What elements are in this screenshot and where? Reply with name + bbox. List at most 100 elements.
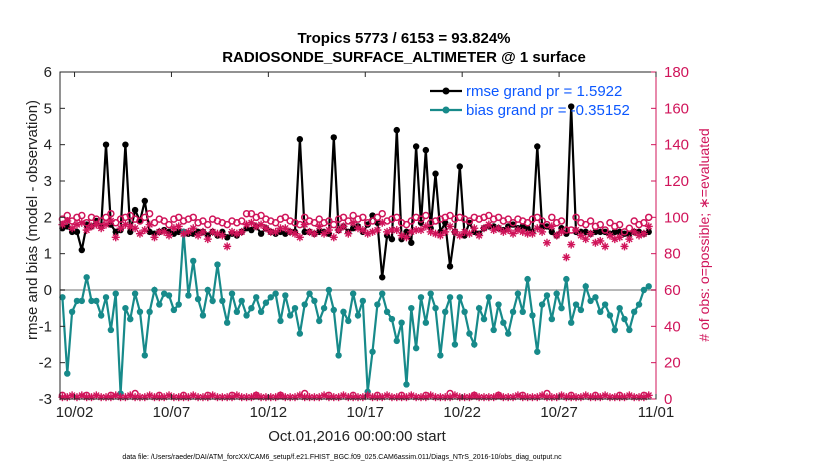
obs-possible-marker: [630, 217, 638, 225]
rmse-point: [388, 235, 396, 243]
rmse-point: [330, 134, 337, 141]
rmse-point: [141, 197, 148, 205]
legend-swatch-dot: [442, 87, 450, 95]
obs-possible-marker: [538, 217, 546, 225]
bias-point: [417, 294, 425, 301]
obs-evaluated-marker: [131, 224, 140, 233]
obs-possible-marker: [509, 219, 517, 227]
obs-evaluated-marker: [111, 233, 120, 242]
obs-evaluated-marker: [557, 227, 566, 236]
obs-evaluated-marker: [358, 226, 367, 235]
obs-possible-marker: [141, 213, 149, 222]
rmse-point: [364, 221, 371, 228]
bias-point: [325, 286, 333, 294]
obs-evaluated-marker: [465, 229, 474, 238]
x-tick-label: 10/22: [443, 404, 481, 421]
bias-point: [136, 308, 144, 315]
obs-evaluated-marker: [271, 227, 280, 236]
bias-point: [248, 304, 255, 312]
bias-point: [461, 308, 468, 315]
chart-title-line1: Tropics 5773 / 6153 = 93.824%: [297, 30, 510, 47]
obs-possible-marker: [126, 211, 135, 220]
obs-evaluated-marker: [470, 224, 479, 233]
rmse-point: [446, 263, 454, 270]
bias-point: [209, 297, 216, 305]
rmse-point: [519, 223, 526, 230]
bias-point: [282, 292, 289, 299]
rmse-point: [611, 228, 619, 236]
rmse-point: [543, 223, 551, 230]
obs-possible-marker: [640, 219, 648, 227]
series-rmse: [59, 103, 652, 281]
obs-evaluated-marker: [416, 226, 425, 235]
bias-point: [611, 326, 619, 334]
left-tick-label: 4: [44, 137, 52, 154]
obs-evaluated-marker: [421, 222, 430, 231]
obs-evaluated-marker: [198, 227, 207, 236]
rmse-point: [112, 228, 119, 236]
obs-possible-marker: [446, 211, 454, 220]
x-tick-label: 10/12: [250, 404, 288, 421]
bias-point: [262, 299, 270, 306]
obs-possible-marker: [330, 220, 338, 229]
bias-point: [538, 301, 546, 308]
obs-possible-marker: [596, 220, 605, 229]
obs-evaluated-marker: [145, 220, 154, 229]
obs-possible-marker: [310, 219, 319, 227]
bias-point: [427, 290, 434, 297]
obs-possible-marker: [523, 219, 532, 227]
bias-point: [228, 290, 236, 297]
obs-evaluated-marker: [203, 235, 212, 244]
obs-possible-marker: [300, 213, 309, 222]
obs-evaluated-marker: [402, 233, 411, 242]
obs-possible-marker: [402, 220, 411, 229]
right-tick-label: 80: [664, 246, 681, 263]
bias-point: [194, 295, 202, 303]
left-tick-label: 6: [44, 64, 52, 81]
obs-evaluated-marker: [135, 229, 144, 238]
left-tick-label: -2: [39, 355, 52, 372]
bias-point: [185, 292, 192, 299]
bias-point: [190, 257, 197, 265]
rmse-point: [466, 219, 473, 226]
bias-point: [127, 315, 134, 323]
bias-point: [456, 294, 463, 301]
bias-point: [471, 341, 478, 348]
bias-point: [97, 312, 105, 319]
obs-possible-marker: [247, 209, 256, 218]
bias-point: [403, 381, 410, 388]
obs-evaluated-marker: [310, 229, 319, 238]
legend: rmse grand pr = 1.5922 bias grand pr = -0…: [430, 83, 630, 119]
obs-evaluated-marker: [644, 391, 653, 400]
bias-point: [451, 341, 459, 348]
left-tick-label: 1: [44, 246, 52, 263]
obs-possible-marker: [107, 209, 115, 218]
bias-point: [170, 306, 178, 314]
bias-point: [156, 301, 163, 308]
obs-evaluated-marker: [194, 231, 203, 240]
obs-evaluated-marker: [436, 231, 445, 240]
bias-point: [267, 294, 274, 301]
obs-evaluated-marker: [455, 231, 464, 240]
bias-point: [505, 330, 512, 337]
obs-possible-marker: [422, 211, 430, 220]
bias-point: [73, 297, 81, 305]
bias-point: [141, 352, 148, 359]
obs-evaluated-marker: [247, 218, 256, 227]
left-tick-label: 0: [44, 282, 52, 299]
obs-evaluated-marker: [392, 226, 401, 235]
obs-evaluated-marker: [533, 224, 542, 233]
bias-point: [320, 304, 328, 312]
bias-point: [606, 312, 614, 319]
bias-point: [645, 283, 652, 290]
rmse-point: [524, 225, 531, 232]
obs-evaluated-marker: [315, 222, 324, 231]
bias-point: [466, 330, 473, 337]
bias-point: [572, 301, 580, 308]
right-axis: 0 20 40 60 80 100 120 140 160 180: [651, 64, 689, 408]
rmse-point: [422, 146, 430, 154]
obs-evaluated-marker: [223, 242, 232, 251]
obs-evaluated-marker: [479, 224, 488, 233]
obs-evaluated-marker: [567, 240, 576, 249]
obs-possible-marker: [174, 213, 183, 222]
